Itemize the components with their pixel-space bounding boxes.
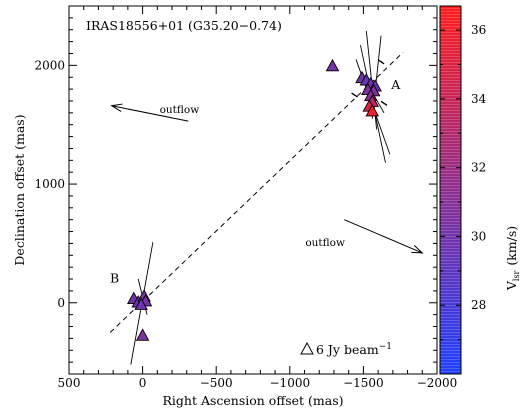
outflow-label: outflow [305, 237, 345, 249]
y-tick-label: 0 [57, 296, 65, 310]
colorbar-frame [439, 5, 462, 375]
plot-content: outflow outflow A B [109, 30, 424, 365]
outflow-arrowhead [411, 245, 424, 254]
legend-superscript: −1 [379, 342, 392, 352]
y-tick-label: 2000 [34, 58, 65, 72]
x-tick-label: 500 [58, 376, 81, 390]
maser-spot [135, 328, 150, 341]
y-tick-label: 1000 [34, 177, 65, 191]
colorbar-ticks: 28 30 32 34 36 [440, 23, 487, 341]
colorbar-label-main: V [504, 280, 519, 291]
x-tick-label: 0 [139, 376, 147, 390]
colorbar-tick-label: 32 [471, 161, 486, 175]
colorbar-stripes [440, 6, 461, 374]
x-tick-label: −1000 [270, 376, 311, 390]
x-tick-label: −500 [200, 376, 233, 390]
colorbar-tick-label: 36 [471, 23, 486, 37]
cluster-label: B [110, 271, 119, 286]
outflow-label: outflow [160, 104, 200, 116]
colorbar-label-sub: lsr [512, 270, 521, 281]
colorbar-label-unit: (km/s) [504, 226, 519, 266]
outflow-arrowhead [110, 103, 123, 112]
marker-tick [377, 59, 385, 65]
legend-value: 6 Jy beam [316, 342, 379, 357]
colorbar-tick-label: 34 [471, 92, 487, 106]
maser-spot [325, 58, 340, 72]
jet-axis-line [109, 51, 404, 333]
colorbar-label: Vlsr (km/s) [504, 226, 521, 291]
chart-title: IRAS18556+01 (G35.20−0.74) [86, 18, 282, 33]
plot-frame [68, 5, 438, 375]
legend-text: 6 Jy beam−1 [316, 342, 392, 357]
y-axis-label: Declination offset (mas) [12, 114, 27, 265]
x-axis-label: Right Ascension offset (mas) [163, 393, 344, 408]
marker-tick [380, 100, 388, 106]
colorbar-tick-label: 30 [471, 229, 486, 243]
marker-tick [351, 92, 358, 98]
maser-spot [365, 104, 379, 117]
outflow-arrow [344, 219, 423, 254]
maser-spot [134, 297, 148, 310]
axes: 500 0 −500 −1000 −1500 −2000 0 1000 2000 [34, 5, 458, 390]
x-tick-label: −1500 [343, 376, 384, 390]
x-tick-label: −2000 [417, 376, 458, 390]
cluster-label: A [390, 77, 401, 92]
outflow-arrow [111, 105, 189, 122]
colorbar-tick-label: 28 [471, 298, 486, 312]
beam-legend: 6 Jy beam−1 [300, 341, 392, 357]
legend-triangle-icon [300, 341, 314, 355]
colorbar: 28 30 32 34 36 Vlsr (km/s) [439, 5, 521, 375]
